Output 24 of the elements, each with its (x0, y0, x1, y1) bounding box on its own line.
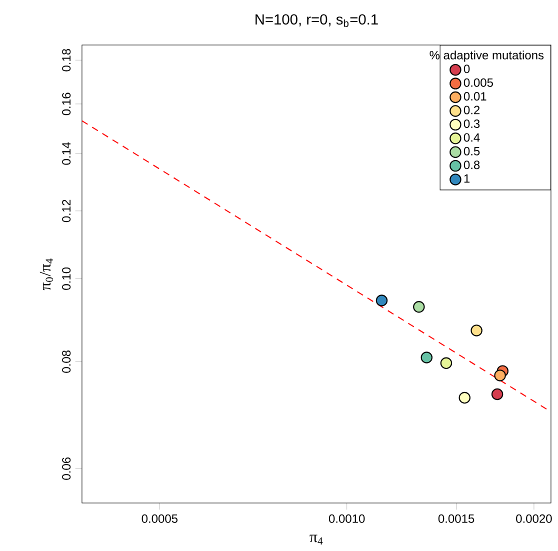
y-tick-label: 0.12 (62, 200, 71, 222)
x-tick-label: 0.0020 (516, 514, 552, 523)
y-tick-label: 0.06 (62, 457, 71, 480)
y-tick-label: 0.18 (62, 48, 71, 72)
x-tick-label: 0.0005 (142, 514, 178, 523)
legend-label: 0.2 (464, 106, 480, 114)
y-tick-label: 0.16 (62, 92, 71, 116)
legend-label: 0.01 (464, 92, 486, 101)
y-axis-title: π$_{0}$/π$_{4}$ (40, 258, 53, 290)
legend-label: 0.4 (464, 133, 480, 142)
chart-title: N=100, r=0, s$_{b}$=0.1 (256, 14, 378, 27)
y-tick-label: 0.14 (62, 142, 71, 165)
legend-label: 0.3 (464, 119, 480, 128)
y-tick-label: 0.10 (62, 267, 71, 290)
legend-label: 0.005 (464, 78, 493, 87)
y-tick-label: 0.08 (62, 350, 71, 373)
legend-title: % adaptive mutations (430, 50, 544, 62)
x-axis-title: π$_{4}$ (310, 534, 323, 544)
legend-label: 0.8 (464, 160, 480, 170)
legend-label: 0 (464, 64, 470, 74)
x-tick-label: 0.0015 (438, 514, 474, 523)
legend-label: 0.5 (464, 146, 480, 156)
x-tick-label: 0.0010 (328, 514, 365, 523)
legend-label: 1 (464, 174, 470, 183)
